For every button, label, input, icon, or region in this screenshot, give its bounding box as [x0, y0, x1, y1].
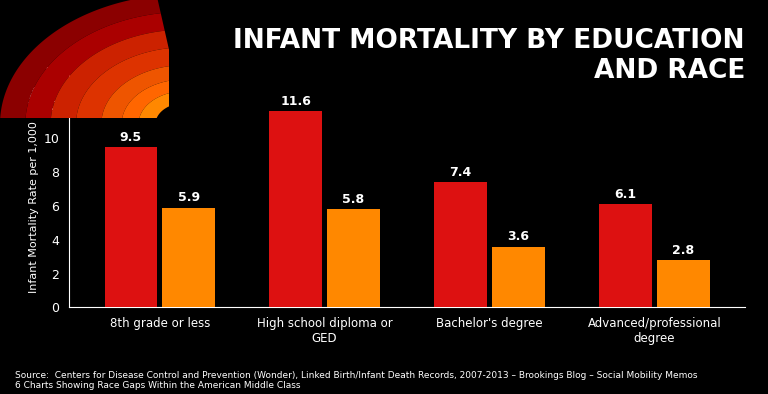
- Text: 2.8: 2.8: [672, 243, 694, 256]
- Text: Source:  Centers for Disease Control and Prevention (Wonder), Linked Birth/Infan: Source: Centers for Disease Control and …: [15, 371, 698, 390]
- Bar: [270, 112, 322, 307]
- Text: 3.6: 3.6: [508, 230, 529, 243]
- Polygon shape: [76, 48, 173, 124]
- Text: 6.1: 6.1: [614, 188, 637, 201]
- Bar: [327, 209, 380, 307]
- Bar: [434, 182, 487, 307]
- Text: 5.8: 5.8: [343, 193, 365, 206]
- Text: 7.4: 7.4: [449, 166, 472, 179]
- Bar: [657, 260, 710, 307]
- Polygon shape: [0, 0, 161, 124]
- Y-axis label: Infant Mortality Rate per 1,000 births: Infant Mortality Rate per 1,000 births: [29, 85, 39, 293]
- Polygon shape: [101, 66, 176, 124]
- Bar: [492, 247, 545, 307]
- Polygon shape: [51, 31, 169, 124]
- Polygon shape: [121, 80, 178, 124]
- Text: 11.6: 11.6: [280, 95, 311, 108]
- Polygon shape: [25, 13, 164, 124]
- Bar: [599, 204, 652, 307]
- Bar: [104, 147, 157, 307]
- Bar: [162, 208, 215, 307]
- Text: INFANT MORTALITY BY EDUCATION
AND RACE: INFANT MORTALITY BY EDUCATION AND RACE: [233, 28, 745, 84]
- Text: 9.5: 9.5: [120, 130, 142, 143]
- Text: 5.9: 5.9: [177, 191, 200, 204]
- Polygon shape: [138, 91, 181, 124]
